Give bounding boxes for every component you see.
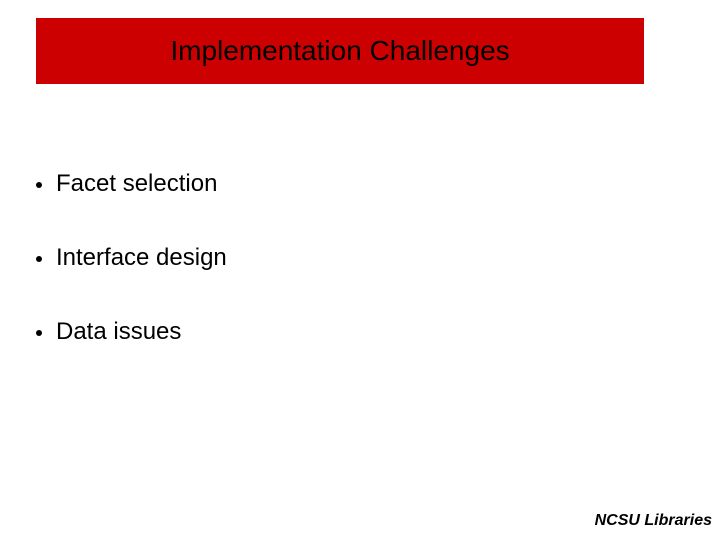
bullet-dot-icon <box>36 256 42 262</box>
list-item: Data issues <box>36 318 676 346</box>
list-item: Interface design <box>36 244 676 272</box>
title-bar: Implementation Challenges <box>36 18 644 84</box>
bullet-text: Facet selection <box>56 170 217 198</box>
bullet-text: Interface design <box>56 244 227 272</box>
slide-title: Implementation Challenges <box>170 35 509 67</box>
list-item: Facet selection <box>36 170 676 198</box>
bullet-list: Facet selection Interface design Data is… <box>36 170 676 392</box>
bullet-text: Data issues <box>56 318 181 346</box>
footer-text: NCSU Libraries <box>595 512 712 530</box>
bullet-dot-icon <box>36 182 42 188</box>
bullet-dot-icon <box>36 330 42 336</box>
